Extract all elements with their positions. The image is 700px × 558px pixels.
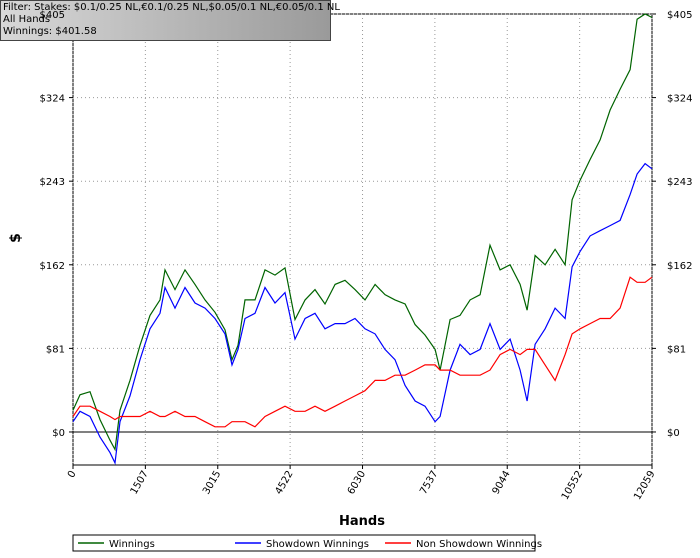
y-tick-label: $162 [40,261,65,272]
plot-frame [72,13,653,466]
series-line [72,13,653,452]
y-tick-label: $324 [40,94,65,105]
x-tick-label: 7537 [418,469,440,497]
legend: Winnings Showdown Winnings Non Showdown Wi… [78,539,542,550]
filter-text: Filter: Stakes: $0.1/0.25 NL,€0.1/0.25 N… [3,2,340,13]
legend-box [72,534,536,552]
y2-tick-label: $405 [667,10,692,21]
x-tick-label: 10552 [560,469,585,502]
x-tick-label: 12059 [632,469,657,502]
y-tick-label: $0 [52,428,65,439]
y2-tick-label: $81 [667,344,686,355]
filter-box: Filter: Stakes: $0.1/0.25 NL,€0.1/0.25 N… [0,0,340,41]
x-tick-label: 3015 [201,469,223,497]
legend-label: Showdown Winnings [266,539,369,550]
x-tick-label: 1507 [129,469,151,497]
x-tick-label: 4522 [273,469,295,497]
x-axis-label: Hands [339,514,385,529]
y2-tick-label: $243 [667,177,692,188]
y2-tick-label: $324 [667,94,692,105]
y-tick-label: $405 [40,10,65,21]
legend-label: Winnings [109,539,155,550]
series-line [72,276,653,428]
y-axis-label: $ [8,233,24,243]
legend-label: Non Showdown Winnings [416,539,542,550]
x-tick-label: 0 [66,469,79,480]
y2-axis-label: $ [698,233,700,243]
y2-tick-label: $162 [667,261,692,272]
x-tick-label: 9044 [491,469,513,497]
y-tick-label: $81 [46,344,65,355]
y-tick-label: $243 [40,177,65,188]
filter-text: Winnings: $401.58 [3,26,97,37]
y2-tick-label: $0 [667,428,680,439]
x-tick-label: 6030 [346,469,368,497]
filter-text: All Hands [3,14,50,25]
series-line [72,162,653,465]
filter-box-bg [0,0,331,41]
